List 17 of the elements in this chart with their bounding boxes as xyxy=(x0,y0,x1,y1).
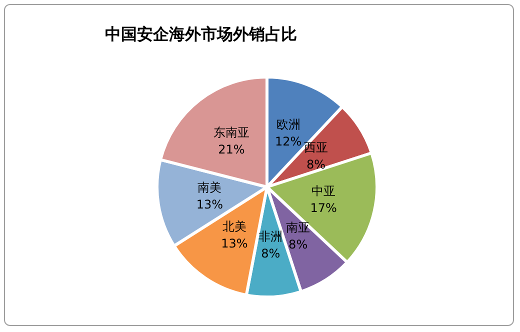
data-label: 13% xyxy=(196,198,224,212)
data-label: 17% xyxy=(310,201,337,216)
data-label: 13% xyxy=(221,236,248,250)
data-label: 21% xyxy=(218,142,245,157)
slice-label: 南亚 xyxy=(286,220,310,234)
slice-label: 西亚 xyxy=(304,140,328,154)
slice-label: 东南亚 xyxy=(213,126,250,140)
slice-label: 欧洲 xyxy=(276,118,300,132)
slice-label: 非洲 xyxy=(258,229,283,244)
data-label: 8% xyxy=(288,237,308,252)
data-label: 8% xyxy=(261,246,280,260)
slice-label: 南美 xyxy=(198,180,222,195)
slice-label: 北美 xyxy=(222,219,246,234)
data-label: 8% xyxy=(306,157,326,172)
data-label: 12% xyxy=(275,134,302,149)
chart-title: 中国安企海外市场外销占比 xyxy=(105,24,297,44)
slice-label: 中亚 xyxy=(312,184,336,198)
